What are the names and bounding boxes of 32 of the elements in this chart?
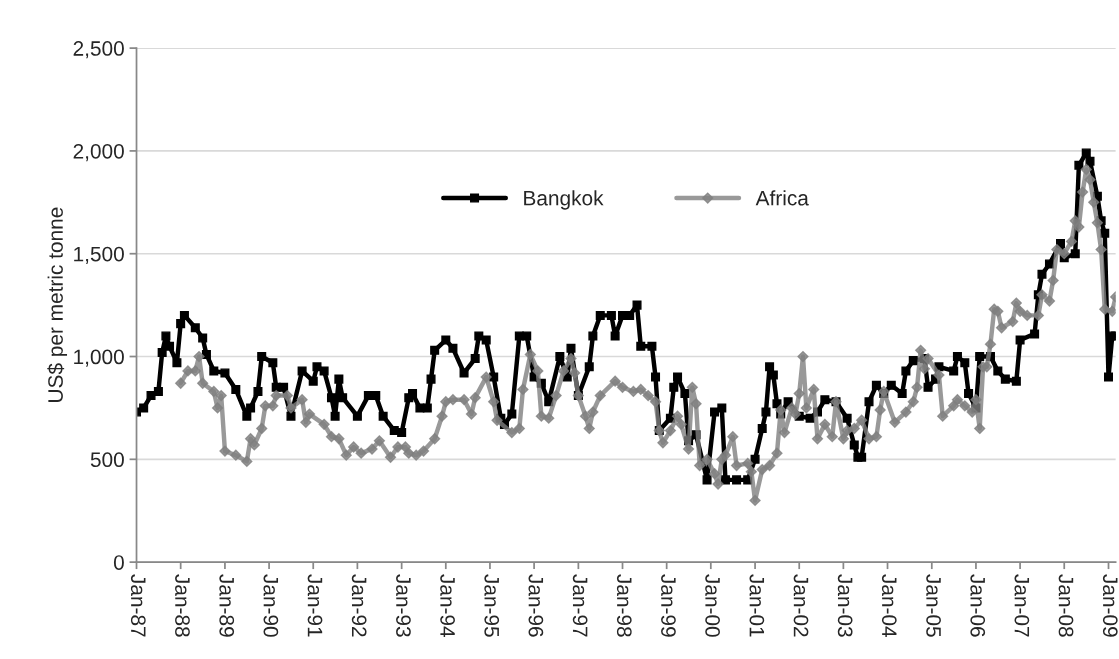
x-tick-label: Jan-06	[970, 574, 986, 637]
x-tick-label: Jan-03	[837, 574, 853, 637]
x-tick-label: Jan-94	[440, 574, 455, 638]
x-tick-label: Jan-91	[307, 574, 323, 637]
x-tick-label: Jan-08	[1058, 574, 1074, 637]
x-tick-label: Jan-93	[396, 574, 411, 637]
x-tick-label: Jan-95	[484, 574, 500, 637]
x-tick-label: Jan-89	[219, 574, 235, 637]
x-tick-label: Jan-07	[1014, 574, 1030, 637]
x-tick-label: Jan-90	[263, 574, 279, 637]
y-tick-label: 1,000	[74, 349, 124, 367]
x-tick-label: Jan-01	[749, 574, 765, 637]
y-tick-label: 1,500	[74, 246, 124, 264]
x-tick-label: Jan-09	[1102, 574, 1118, 637]
x-tick-label: Jan-02	[793, 574, 809, 637]
x-tick-label: Jan-00	[705, 574, 720, 637]
y-axis-title: US$ per metric tonne	[47, 207, 68, 402]
y-tick-label: 2,500	[73, 41, 124, 59]
x-tick-label: Jan-88	[175, 574, 190, 637]
x-tick-label: Jan-05	[926, 574, 941, 637]
y-tick-label: 2,000	[73, 143, 124, 162]
legend-label: Bangkok	[524, 190, 604, 210]
y-tick-label: 0	[113, 555, 124, 570]
x-tick-label: Jan-97	[572, 574, 588, 637]
x-tick-label: Jan-96	[528, 574, 544, 637]
x-tick-label: Jan-98	[616, 574, 632, 637]
legend-label: Africa	[755, 190, 809, 206]
x-tick-label: Jan-99	[661, 574, 676, 637]
x-tick-label: Jan-04	[881, 574, 897, 638]
x-tick-label: Jan-87	[130, 574, 146, 637]
x-tick-label: Jan-92	[351, 574, 367, 637]
y-tick-label: 500	[90, 452, 124, 468]
